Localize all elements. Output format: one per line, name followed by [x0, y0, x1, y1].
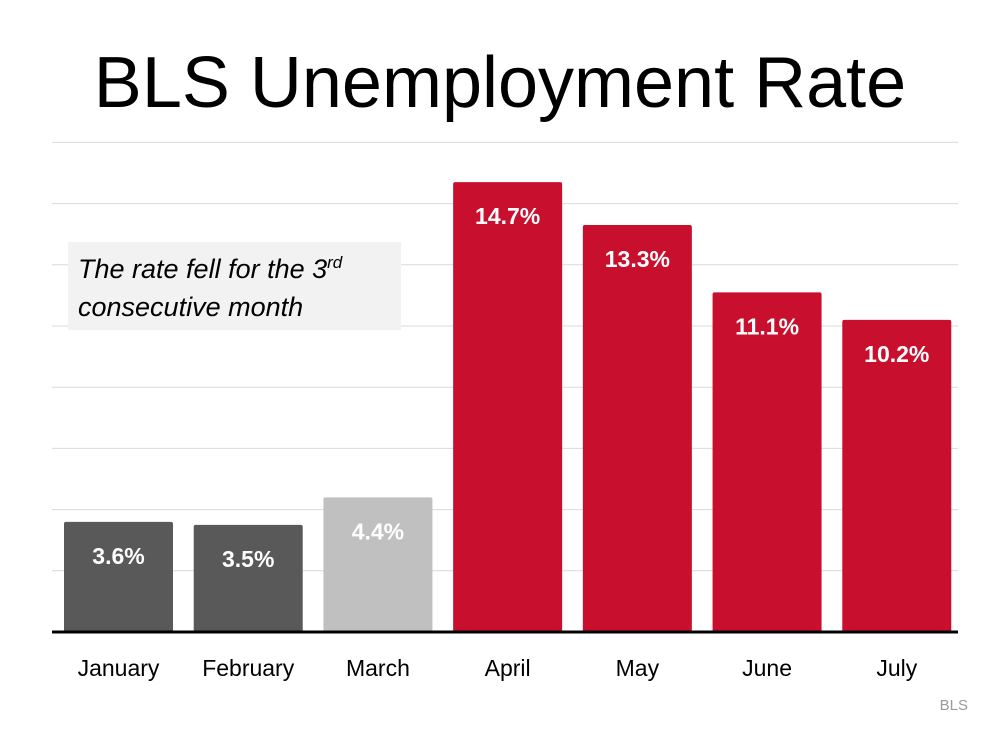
data-label: 11.1% — [735, 313, 799, 339]
data-label: 3.5% — [222, 546, 274, 572]
category-label: January — [78, 655, 160, 681]
data-label: 4.4% — [352, 518, 404, 544]
annotation-superscript: rd — [327, 253, 343, 272]
category-label: May — [616, 655, 660, 681]
data-label: 13.3% — [605, 246, 670, 272]
annotation-box: The rate fell for the 3rd consecutive mo… — [68, 242, 401, 330]
bar-april — [453, 182, 563, 632]
category-label: April — [485, 655, 531, 681]
bar-june — [712, 292, 822, 632]
chart-title: BLS Unemployment Rate — [93, 43, 907, 123]
annotation-text-line2: consecutive month — [78, 292, 304, 322]
data-label: 10.2% — [864, 341, 929, 367]
data-label: 3.6% — [92, 543, 144, 569]
category-labels: January February March April May June July — [78, 655, 918, 681]
data-labels: 3.6% 3.5% 4.4% 14.7% 13.3% 11.1% 10.2% — [92, 203, 929, 572]
annotation-text: The rate fell for the 3 — [78, 254, 328, 284]
bar-february — [193, 524, 303, 632]
category-label: July — [876, 655, 917, 681]
bar-march — [323, 497, 433, 632]
bar-january — [64, 521, 173, 632]
bar-july — [842, 319, 952, 632]
category-label: March — [346, 655, 410, 681]
data-label: 14.7% — [475, 203, 540, 229]
bars — [64, 182, 952, 632]
category-label: February — [202, 655, 295, 681]
category-label: June — [742, 655, 792, 681]
source-label: BLS — [939, 697, 968, 714]
bar-may — [582, 225, 692, 632]
